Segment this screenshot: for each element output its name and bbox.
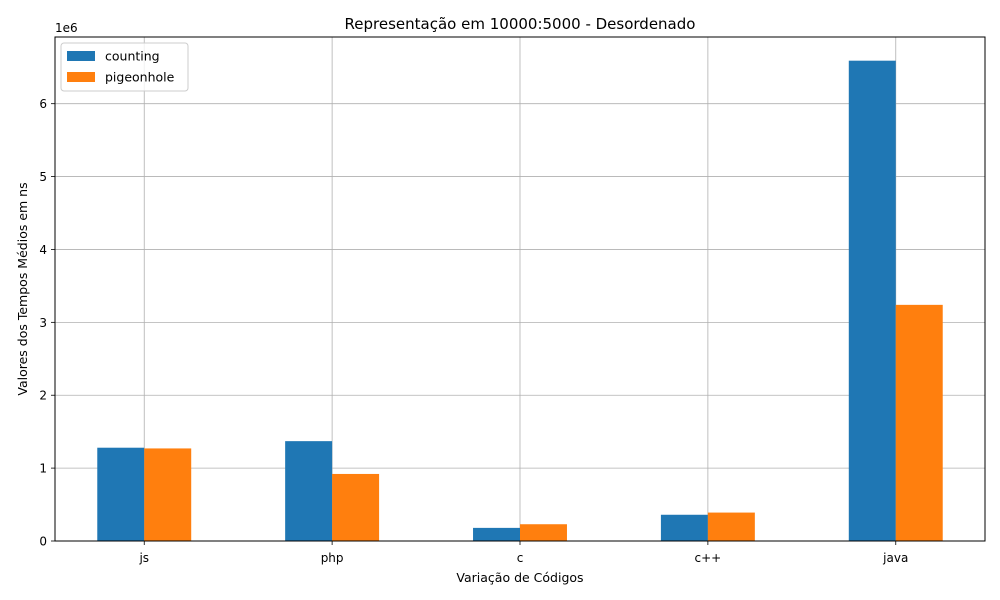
legend-label-pigeonhole: pigeonhole: [105, 70, 175, 85]
legend-label-counting: counting: [105, 49, 160, 64]
x-axis-label: Variação de Códigos: [456, 570, 583, 585]
x-tick-label: c: [517, 551, 524, 565]
x-tick-label: js: [138, 551, 149, 565]
bar-counting-js: [97, 447, 145, 541]
y-axis-offset-label: 1e6: [55, 21, 78, 35]
y-tick-label: 2: [39, 389, 47, 403]
y-tick-label: 1: [39, 462, 47, 476]
bar-pigeonhole-php: [332, 473, 380, 541]
y-axis-ticks: 0 1 2 3 4 5 6: [39, 97, 55, 549]
y-tick-label: 5: [39, 170, 47, 184]
bar-counting-java: [848, 60, 896, 542]
bar-counting-php: [285, 441, 333, 541]
x-tick-label: php: [321, 551, 344, 565]
bar-pigeonhole-c: [520, 524, 567, 541]
y-axis-label: Valores dos Tempos Médios em ns: [15, 182, 30, 395]
y-tick-label: 3: [39, 316, 47, 330]
legend-swatch-counting: [67, 51, 95, 61]
bar-pigeonhole-java: [895, 304, 943, 541]
x-axis-ticks: js php c c++ java: [138, 541, 908, 565]
x-tick-label: c++: [695, 551, 722, 565]
y-tick-label: 0: [39, 535, 47, 549]
bar-counting-c: [473, 527, 520, 541]
bar-pigeonhole-js: [144, 448, 192, 541]
x-tick-label: java: [882, 551, 908, 565]
chart-title: Representação em 10000:5000 - Desordenad…: [345, 15, 696, 33]
legend: counting pigeonhole: [60, 42, 189, 92]
bar-pigeonhole-c++: [707, 512, 755, 541]
bar-counting-c++: [660, 514, 708, 541]
y-tick-label: 6: [39, 97, 47, 111]
legend-swatch-pigeonhole: [67, 72, 95, 82]
bars: [97, 60, 943, 542]
y-tick-label: 4: [39, 243, 47, 257]
